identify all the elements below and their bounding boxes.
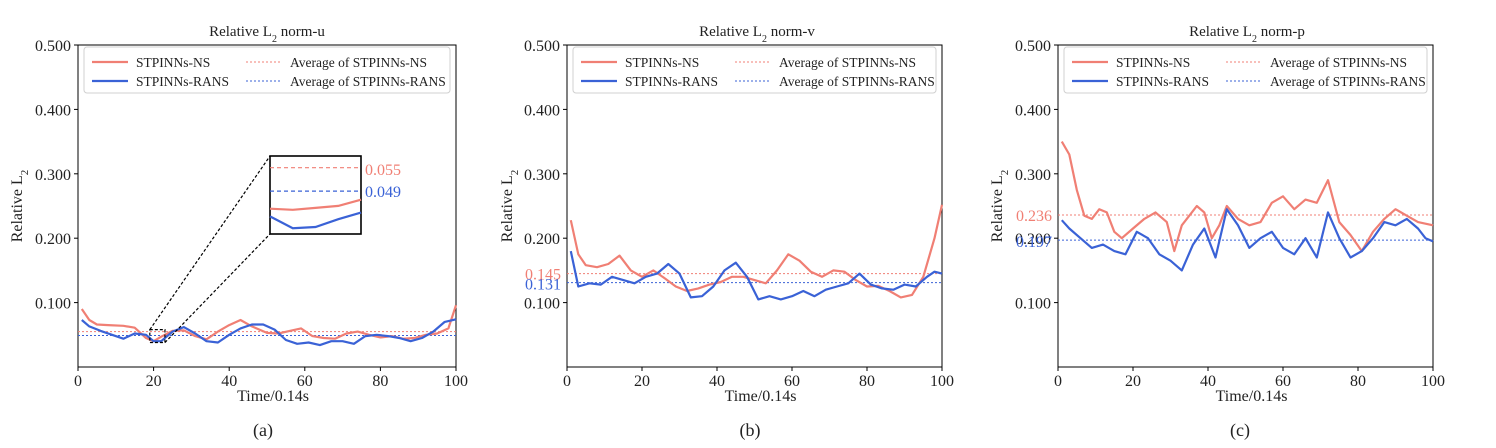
chart-panel-c: Relative L2 norm-p 0.100 0.200 0.300 0.400 0.…	[989, 24, 1445, 441]
x-tick-label: 60	[1275, 373, 1291, 390]
y-tick-label: 0.500	[35, 38, 71, 55]
x-tick-label: 0	[1054, 373, 1062, 390]
x-tick-label: 80	[372, 373, 388, 390]
average-label-ns: 0.145	[525, 267, 561, 284]
y-tick-label: 0.200	[1015, 231, 1051, 248]
y-tick-label: 0.400	[524, 102, 560, 119]
y-tick-label: 0.300	[524, 167, 560, 184]
x-tick-label: 20	[146, 373, 162, 390]
legend-label: Average of STPINNs-NS	[290, 55, 427, 70]
y-axis-label: Relative L2	[989, 170, 1011, 243]
series-line-ns	[569, 204, 944, 299]
x-axis-label: Time/0.14s	[237, 388, 309, 405]
inset-series-line	[269, 198, 362, 211]
x-tick-label: 60	[784, 373, 800, 390]
average-label-rans: 0.049	[365, 184, 401, 201]
x-tick-label: 40	[221, 373, 237, 390]
legend-label: Average of STPINNs-RANS	[779, 74, 935, 89]
y-tick-label: 0.300	[1015, 167, 1051, 184]
x-tick-label: 40	[709, 373, 725, 390]
y-tick-label: 0.500	[524, 38, 560, 55]
chart-title: Relative L2 norm-p	[1189, 24, 1305, 45]
average-label-rans: 0.131	[525, 277, 561, 294]
chart-panel-b: Relative L2 norm-v 0.100 0.200 0.300 0.400 0.…	[499, 24, 954, 441]
y-tick-label: 0.400	[35, 102, 71, 119]
average-label-ns: 0.236	[1016, 208, 1052, 225]
legend-label: Average of STPINNs-NS	[1270, 55, 1407, 70]
plot-frame	[1057, 44, 1434, 368]
x-tick-label: 0	[74, 373, 82, 390]
x-axis-label: Time/0.14s	[1216, 388, 1288, 405]
legend-box	[1063, 46, 1428, 94]
legend-box	[572, 46, 937, 94]
panel-caption: (b)	[740, 420, 761, 441]
series-line-rans	[1060, 208, 1434, 272]
series-line-rans	[569, 250, 943, 301]
inset-series-line	[269, 211, 362, 230]
zoom-connector	[164, 233, 271, 343]
legend-label: STPINNs-RANS	[625, 74, 718, 89]
legend-label: STPINNs-NS	[625, 55, 699, 70]
x-tick-label: 20	[634, 373, 650, 390]
series-line-rans	[81, 318, 457, 347]
inset-frame	[269, 155, 362, 235]
legend-label: Average of STPINNs-RANS	[1270, 74, 1426, 89]
plot-frame	[77, 44, 457, 368]
x-tick-label: 100	[930, 373, 954, 390]
average-label-ns: 0.055	[365, 162, 401, 179]
panel-caption: (a)	[253, 420, 273, 441]
legend-label: Average of STPINNs-NS	[779, 55, 916, 70]
legend-label: STPINNs-NS	[136, 55, 210, 70]
series-line-ns	[1060, 141, 1434, 253]
zoom-connector	[149, 155, 271, 330]
y-tick-label: 0.200	[524, 231, 560, 248]
x-tick-label: 80	[1350, 373, 1366, 390]
legend-label: STPINNs-NS	[1116, 55, 1190, 70]
y-tick-label: 0.300	[35, 167, 71, 184]
chart-panel-a: Relative L2 norm-u 0.100 0.200 0.300 0.400 0.…	[9, 24, 468, 441]
x-tick-label: 80	[859, 373, 875, 390]
x-tick-label: 60	[297, 373, 313, 390]
y-tick-label: 0.200	[35, 231, 71, 248]
chart-title: Relative L2 norm-u	[209, 24, 325, 45]
y-tick-label: 0.400	[1015, 102, 1051, 119]
x-tick-label: 20	[1125, 373, 1141, 390]
y-axis-label: Relative L2	[9, 170, 31, 243]
average-label-rans: 0.197	[1016, 234, 1052, 251]
legend-label: STPINNs-RANS	[136, 74, 229, 89]
legend-box	[83, 46, 451, 94]
legend-label: Average of STPINNs-RANS	[290, 74, 446, 89]
x-tick-label: 100	[1421, 373, 1445, 390]
y-tick-label: 0.100	[35, 296, 71, 313]
y-tick-label: 0.100	[524, 296, 560, 313]
y-axis-label: Relative L2	[499, 170, 521, 243]
panel-caption: (c)	[1230, 420, 1250, 441]
x-tick-label: 40	[1200, 373, 1216, 390]
legend-label: STPINNs-RANS	[1116, 74, 1209, 89]
y-tick-label: 0.500	[1015, 38, 1051, 55]
zoom-region	[149, 329, 166, 344]
x-axis-label: Time/0.14s	[725, 388, 797, 405]
chart-title: Relative L2 norm-v	[699, 24, 815, 45]
y-tick-label: 0.100	[1015, 296, 1051, 313]
x-tick-label: 0	[563, 373, 571, 390]
x-tick-label: 100	[444, 373, 468, 390]
